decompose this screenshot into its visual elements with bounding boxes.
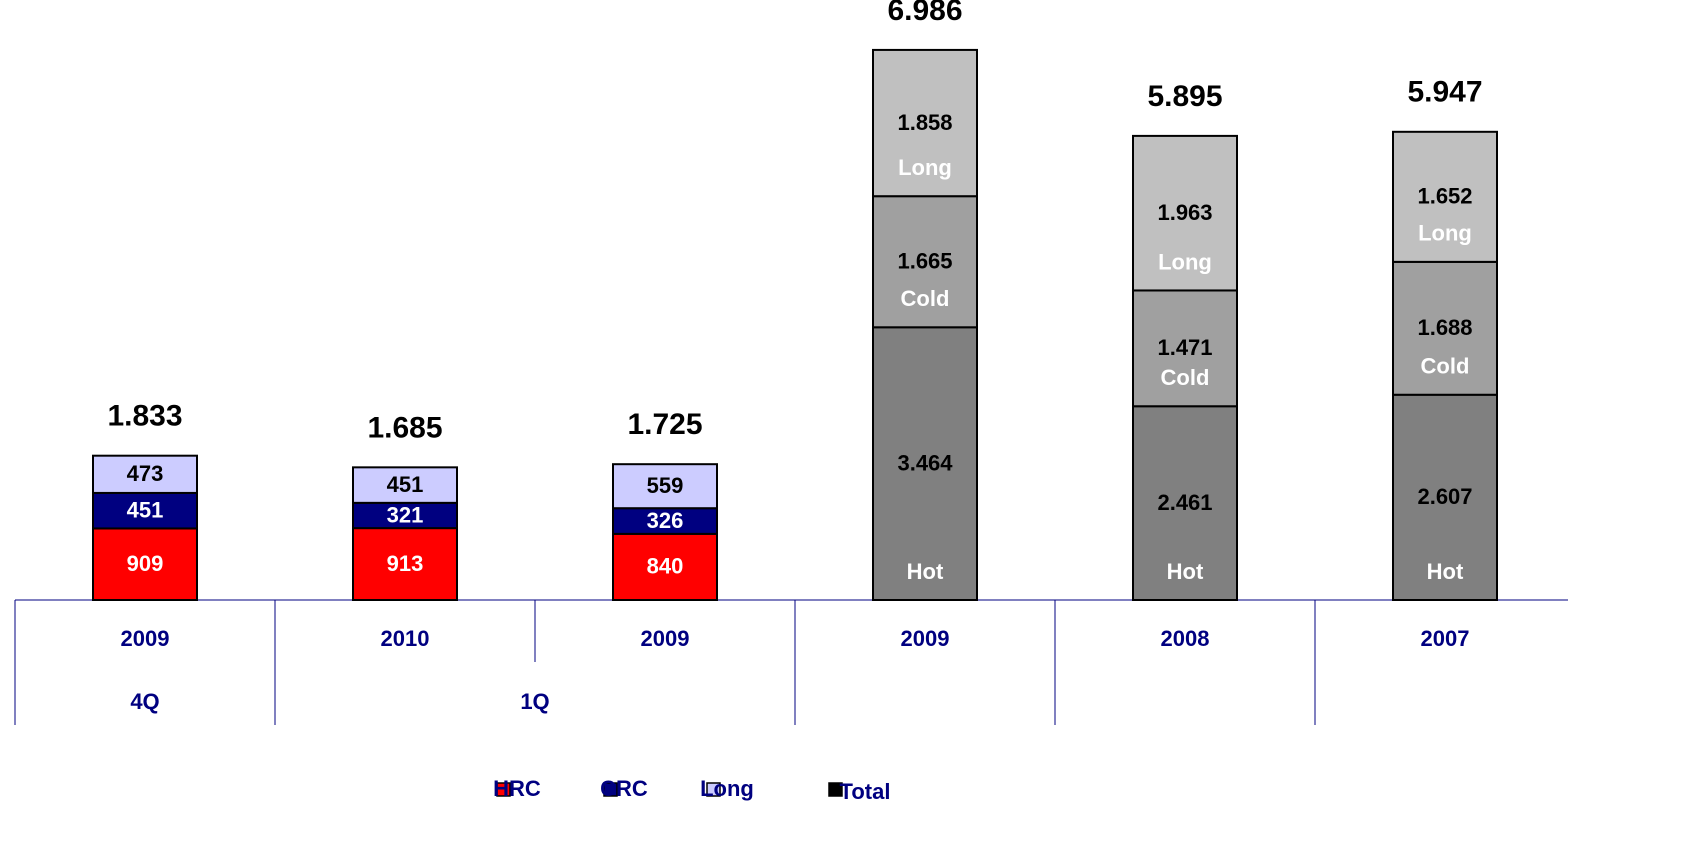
bar-segment bbox=[872, 195, 978, 329]
total-label: 5.895 bbox=[1147, 80, 1222, 113]
segment-name: Long bbox=[1158, 249, 1212, 274]
bar-segment bbox=[1132, 405, 1238, 601]
x-tick-label: 2010 bbox=[381, 626, 430, 651]
bar-segment bbox=[872, 326, 978, 601]
legend-swatch bbox=[603, 782, 618, 797]
segment-name: Hot bbox=[1427, 559, 1464, 584]
value-label: 1.688 bbox=[1417, 315, 1472, 340]
value-label: 451 bbox=[387, 472, 424, 497]
bar-segment bbox=[92, 491, 198, 530]
bar-segment bbox=[352, 466, 458, 504]
legend-label: CRC bbox=[600, 776, 648, 801]
x-tick-label: 2009 bbox=[901, 626, 950, 651]
x-tick-label: 2007 bbox=[1421, 626, 1470, 651]
bar-segment bbox=[92, 454, 198, 494]
value-label: 1.858 bbox=[897, 110, 952, 135]
value-label: 3.464 bbox=[897, 450, 953, 475]
value-label: 2.607 bbox=[1417, 484, 1472, 509]
segment-name: Cold bbox=[901, 286, 950, 311]
bar-segment bbox=[1132, 289, 1238, 408]
segment-name: Long bbox=[898, 155, 952, 180]
value-label: 451 bbox=[127, 497, 164, 522]
legend-swatch bbox=[706, 782, 721, 797]
value-label: 473 bbox=[127, 461, 164, 486]
legend-swatch bbox=[828, 782, 843, 797]
bar-segment bbox=[92, 527, 198, 601]
value-label: 2.461 bbox=[1157, 490, 1212, 515]
bar-segment bbox=[352, 527, 458, 602]
value-label: 559 bbox=[647, 473, 684, 498]
bar-segment bbox=[352, 501, 458, 530]
bar-segment bbox=[872, 48, 978, 198]
value-label: 913 bbox=[387, 551, 424, 576]
legend-label: HRC bbox=[493, 776, 541, 801]
x-tick-label: 2008 bbox=[1161, 626, 1210, 651]
value-label: 1.665 bbox=[897, 249, 952, 274]
bar-segment bbox=[1392, 260, 1498, 396]
total-label: 1.685 bbox=[367, 411, 442, 444]
bar-segment bbox=[1392, 130, 1498, 263]
bar-segment bbox=[612, 507, 718, 535]
bar-segment bbox=[612, 532, 718, 601]
value-label: 1.963 bbox=[1157, 200, 1212, 225]
value-label: 326 bbox=[647, 508, 684, 533]
segment-name: Cold bbox=[1161, 365, 1210, 390]
segment-name: Hot bbox=[1167, 559, 1204, 584]
value-label: 1.471 bbox=[1157, 335, 1212, 360]
value-label: 840 bbox=[647, 554, 684, 579]
bar-segment bbox=[1132, 134, 1238, 292]
total-label: 5.947 bbox=[1407, 76, 1482, 109]
bar-segment bbox=[612, 463, 718, 510]
total-label: 1.725 bbox=[627, 408, 702, 441]
group-label: 1Q bbox=[520, 689, 549, 714]
x-tick-label: 2009 bbox=[641, 626, 690, 651]
bar-segment bbox=[1392, 393, 1498, 601]
value-label: 321 bbox=[387, 502, 424, 527]
segment-name: Cold bbox=[1421, 354, 1470, 379]
total-label: 6.986 bbox=[887, 0, 962, 27]
segment-name: Hot bbox=[907, 559, 944, 584]
legend-label: Total bbox=[840, 779, 891, 804]
value-label: 909 bbox=[127, 551, 164, 576]
legend-swatch bbox=[496, 782, 511, 797]
segment-name: Long bbox=[1418, 221, 1472, 246]
x-tick-label: 2009 bbox=[121, 626, 170, 651]
value-label: 1.652 bbox=[1417, 184, 1472, 209]
legend-label: Long bbox=[700, 776, 754, 801]
group-label: 4Q bbox=[130, 689, 159, 714]
total-label: 1.833 bbox=[107, 400, 182, 433]
